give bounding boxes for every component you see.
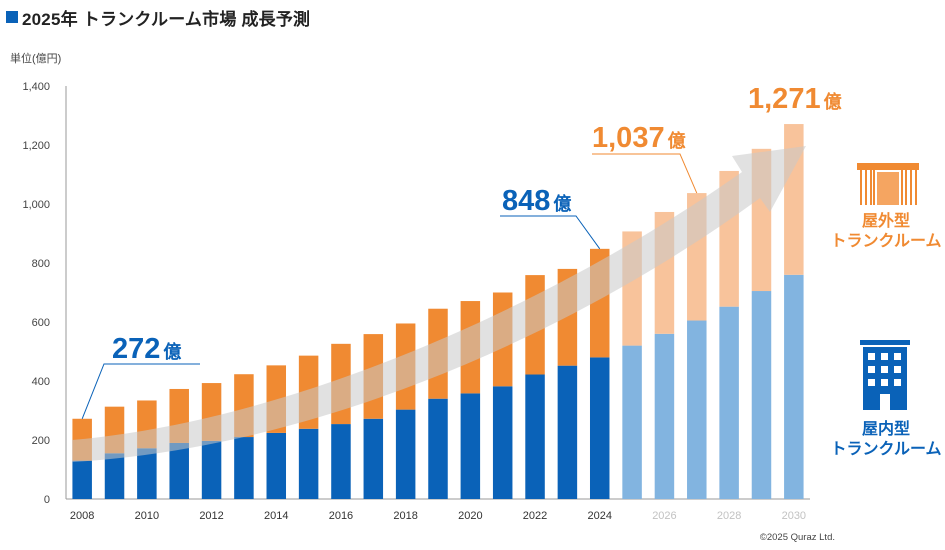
bar-indoor-2011 [169,442,189,499]
callout-unit: 億 [823,92,842,112]
callout-value: 1,271 [748,83,821,115]
callout-2030: 1,271 億 [748,83,842,116]
bar-indoor-2025 [622,345,642,499]
page-title: 2025年 トランクルーム市場 成長予測 [22,9,311,29]
bar-indoor-2010 [137,448,157,499]
legend-indoor-line2: トランクルーム [830,441,942,458]
callout-2024: 848 億 [502,185,571,218]
unit-label: 単位(億円) [10,53,62,65]
x-tick-label: 2026 [652,510,676,522]
bar-indoor-2019 [428,398,448,499]
bar-indoor-2009 [104,453,125,499]
bar-indoor-2026 [654,333,675,499]
y-tick-label: 600 [32,317,50,329]
bar-indoor-2020 [460,393,481,499]
x-tick-label: 2018 [393,510,417,522]
bar-indoor-2021 [492,386,513,499]
bar-indoor-2024 [589,357,610,499]
copyright: ©2025 Quraz Ltd. [759,532,835,543]
bar-indoor-2022 [525,374,545,499]
bar-indoor-2016 [331,424,351,499]
x-tick-label: 2008 [70,510,94,522]
legend-outdoor: 屋外型 トランクルーム [828,212,944,252]
bar-indoor-2008 [72,460,92,499]
bar-indoor-2023 [557,365,578,499]
x-tick-label: 2014 [264,510,288,522]
callout-unit: 億 [163,342,182,362]
bar-indoor-2012 [201,440,222,499]
x-tick-label: 2016 [329,510,353,522]
leader-2008 [81,363,200,419]
y-tick-label: 0 [44,494,50,506]
y-tick-label: 400 [32,376,50,388]
title-block: 2025年 トランクルーム市場 成長予測 [6,6,311,29]
y-tick-label: 800 [32,258,50,270]
callout-unit: 億 [553,194,572,214]
x-tick-label: 2010 [135,510,159,522]
bar-indoor-2013 [234,437,254,499]
outdoor-storage-icon [857,163,919,205]
bar-indoor-2014 [266,432,287,499]
y-tick-label: 1,200 [22,140,50,152]
bar-outdoor-2030 [784,124,804,275]
x-tick-label: 2030 [782,510,806,522]
x-tick-label: 2028 [717,510,741,522]
bar-indoor-2015 [298,428,319,499]
callout-value: 272 [112,333,161,365]
leader-2024 [500,215,601,250]
growth-arrow [72,146,806,462]
growth-arrow-shape [72,146,806,462]
callout-unit: 億 [667,131,686,151]
x-tick-label: 2020 [458,510,482,522]
bar-indoor-2027 [687,320,707,499]
x-tick-label: 2024 [587,510,611,522]
legend-outdoor-line2: トランクルーム [830,233,942,250]
bar-indoor-2029 [751,291,772,499]
legend-outdoor-line1: 屋外型 [861,213,910,230]
callout-value: 848 [502,185,551,217]
title-marker [6,11,18,23]
y-tick-label: 200 [32,435,50,447]
bar-indoor-2018 [395,409,416,499]
callout-value: 1,037 [592,122,665,154]
legend-indoor-line1: 屋内型 [861,421,910,438]
callout-2027: 1,037 億 [592,122,686,155]
legend-indoor: 屋内型 トランクルーム [828,420,944,460]
leader-2027 [592,153,698,194]
indoor-building-icon [860,340,910,410]
axes: 0 200 400 600 800 1,000 1,200 1,400 2008 2010 2012… [22,81,810,522]
y-tick-label: 1,000 [22,199,50,211]
x-tick-label: 2012 [199,510,223,522]
callout-leaders [81,153,698,419]
bar-indoor-2017 [363,418,384,499]
x-tick-label: 2022 [523,510,547,522]
callout-2008: 272 億 [112,333,181,366]
bar-indoor-2030 [784,274,804,499]
bar-indoor-2028 [719,306,739,499]
y-tick-label: 1,400 [22,81,50,93]
